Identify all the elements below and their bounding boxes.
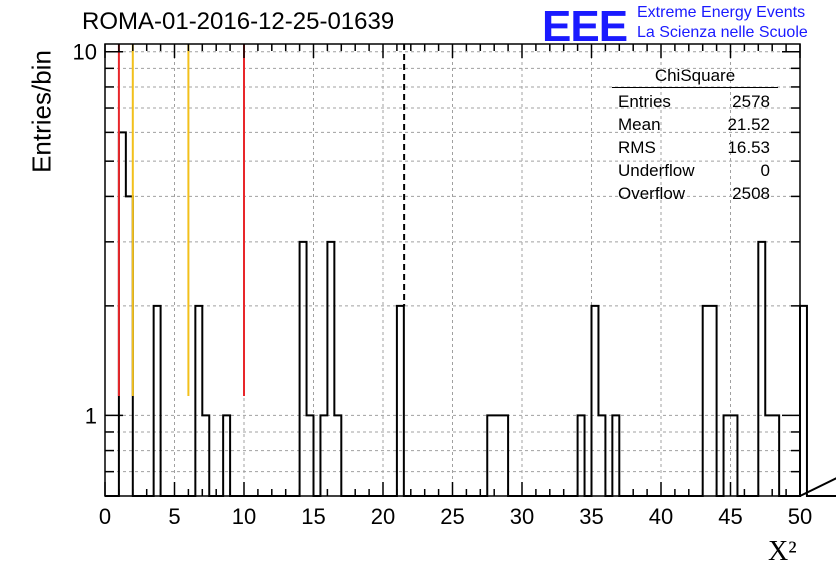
x-tick-label: 35	[579, 504, 603, 529]
stats-label: RMS	[618, 138, 656, 157]
x-tick-label: 5	[168, 504, 180, 529]
x-tick-label: 40	[649, 504, 673, 529]
x-axis-label: X²	[768, 536, 797, 567]
stats-value: 16.53	[727, 138, 770, 157]
stats-value: 21.52	[727, 115, 770, 134]
brand-line-2: La Scienza nelle Scuole	[637, 24, 808, 41]
y-axis-label: Entries/bin	[26, 50, 57, 173]
x-tick-label: 25	[440, 504, 464, 529]
stats-row-mean: Mean 21.52	[612, 113, 778, 136]
stats-row-overflow: Overflow 2508	[612, 182, 778, 205]
x-tick-label: 50	[788, 504, 812, 529]
stats-label: Overflow	[618, 184, 686, 203]
stats-label: Mean	[618, 115, 661, 134]
stats-value: 2578	[732, 92, 770, 111]
stats-label: Underflow	[618, 161, 695, 180]
stats-row-underflow: Underflow 0	[612, 159, 778, 182]
stats-value: 0	[760, 161, 770, 180]
stats-box: ChiSquare Entries 2578 Mean 21.52 RMS 16.53…	[612, 66, 778, 205]
chart-title: ROMA-01-2016-12-25-01639	[82, 8, 395, 35]
brand-logo: EEE	[542, 2, 628, 51]
x-tick-label: 30	[510, 504, 534, 529]
x-tick-label: 10	[232, 504, 256, 529]
stats-label: Entries	[618, 92, 671, 111]
stats-value: 2508	[732, 184, 770, 203]
x-tick-label: 0	[99, 504, 111, 529]
y-tick-label: 10	[73, 40, 97, 65]
brand-line-1: Extreme Energy Events	[637, 4, 806, 21]
stats-row-entries: Entries 2578	[612, 90, 778, 113]
x-tick-label: 20	[371, 504, 395, 529]
y-tick-label: 1	[85, 403, 97, 428]
stats-row-rms: RMS 16.53	[612, 136, 778, 159]
stats-box-name: ChiSquare	[612, 66, 778, 88]
x-tick-label: 45	[718, 504, 742, 529]
x-tick-label: 15	[301, 504, 325, 529]
